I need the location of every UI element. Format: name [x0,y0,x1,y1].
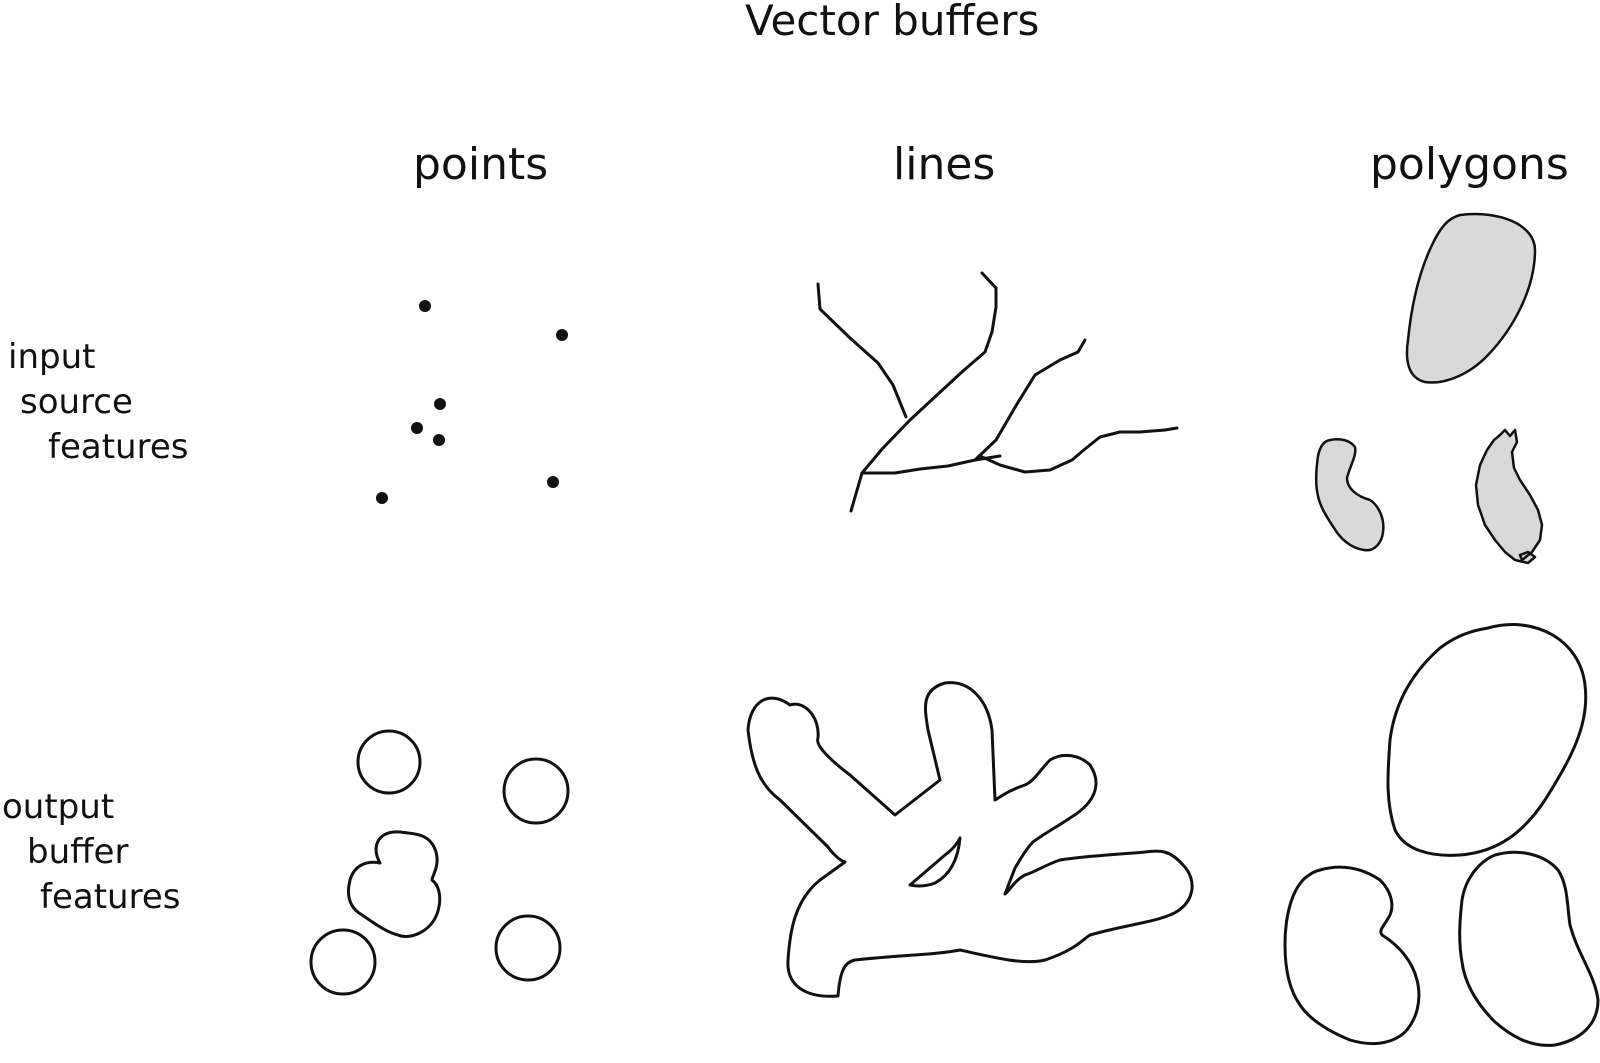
column-header-polygons: polygons [1370,139,1569,190]
diagram-title: Vector buffers [745,0,1040,45]
input-point [411,422,423,434]
point-buffer-merged [347,830,442,938]
row-label-input: input source features [8,335,188,470]
input-points [376,300,568,504]
polygon-buffer-right [1458,850,1600,1047]
point-buffer [494,914,562,982]
row-label-output-line3: features [40,877,181,917]
point-buffer [502,757,570,825]
input-line [849,271,998,513]
row-label-input-line2: source [20,382,133,422]
polygon-buffer-large [1386,623,1588,857]
row-label-output: output buffer features [2,785,180,920]
input-line [973,338,1087,462]
row-label-output-line2: buffer [27,832,129,872]
input-line [978,426,1179,474]
input-point [376,492,388,504]
column-header-lines: lines [893,139,996,190]
output-polygon-buffers [1283,623,1600,1047]
point-buffer [356,729,422,795]
input-point [419,300,431,312]
input-point [434,398,446,410]
row-label-input-line1: input [8,337,96,377]
polygon-buffer-left [1283,865,1421,1046]
point-buffer [309,928,377,996]
line-buffer-outline [746,681,1194,998]
input-polygons [1314,212,1544,565]
input-point [433,434,445,446]
input-point [556,329,568,341]
output-point-buffers [309,729,570,996]
input-polygon-small-left [1314,438,1385,552]
output-line-buffer [746,681,1194,998]
input-polygon-large [1405,212,1537,384]
row-label-output-line1: output [2,787,115,827]
input-point [547,476,559,488]
input-lines [816,271,1179,513]
input-line [860,454,1002,475]
column-header-points: points [413,139,549,190]
row-label-input-line3: features [48,427,189,467]
input-line [816,282,908,419]
input-polygon-small-right [1474,428,1544,565]
